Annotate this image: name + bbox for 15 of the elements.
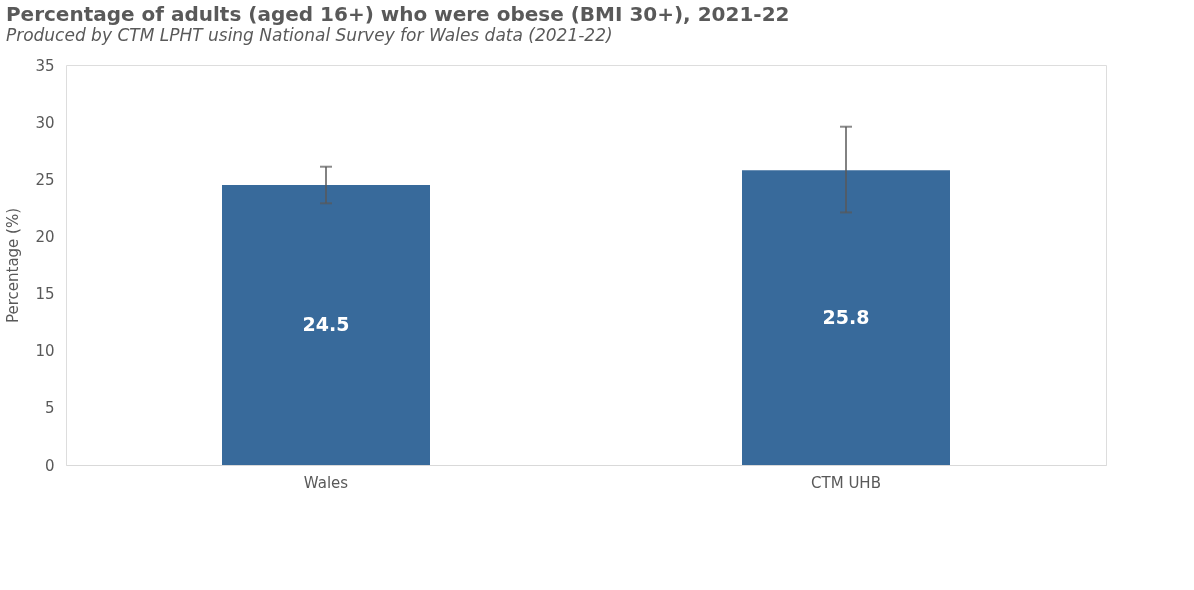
y-tick-label: 0 <box>44 456 55 475</box>
y-tick-label: 15 <box>35 285 55 304</box>
x-tick-label: CTM UHB <box>811 473 881 492</box>
y-tick-label: 25 <box>35 170 55 189</box>
data-label: 24.5 <box>302 313 350 335</box>
y-axis-title: Percentage (%) <box>4 207 23 324</box>
y-tick-label: 5 <box>44 399 55 418</box>
y-tick-label: 35 <box>35 56 55 75</box>
chart-subtitle: Produced by CTM LPHT using National Survey for Wales data (2021-22) <box>5 25 613 45</box>
y-tick-label: 10 <box>35 342 55 361</box>
chart-title: Percentage of adults (aged 16+) who were obese (BMI 30+), 2021-22 <box>5 2 790 26</box>
data-label: 25.8 <box>822 305 870 328</box>
x-tick-label: Wales <box>303 473 349 492</box>
y-tick-label: 20 <box>35 227 55 246</box>
y-tick-label: 30 <box>35 113 55 132</box>
